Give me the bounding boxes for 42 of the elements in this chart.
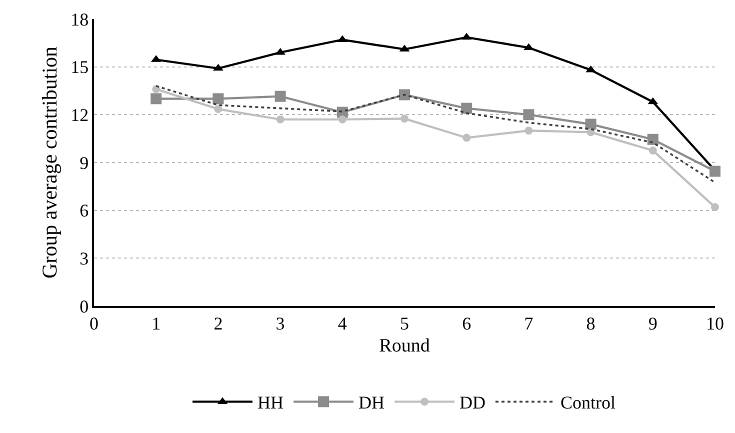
point — [524, 126, 533, 135]
y-tick-label: 3 — [80, 248, 89, 268]
y-tick-label: 6 — [80, 200, 89, 221]
x-tick-label: 1 — [152, 313, 161, 334]
y-tick-label: 15 — [70, 57, 89, 78]
point — [399, 89, 410, 100]
x-tick-label: 3 — [276, 313, 285, 334]
y-tick-label: 18 — [70, 9, 89, 30]
point — [275, 48, 286, 55]
legend-label: DD — [460, 392, 486, 413]
point — [523, 109, 534, 120]
legend-label: DH — [358, 392, 384, 413]
x-tick-label: 5 — [400, 313, 409, 334]
x-tick-label: 4 — [338, 313, 347, 334]
point — [461, 102, 472, 114]
x-tick-label: 2 — [214, 313, 223, 334]
y-axis-title: Group average contribution — [37, 46, 62, 279]
x-tick-label: 8 — [586, 313, 596, 334]
point — [711, 203, 719, 212]
x-tick-label: 7 — [524, 313, 534, 334]
point — [338, 115, 346, 124]
point — [648, 146, 657, 155]
x-tick-label: 6 — [462, 313, 472, 334]
point — [400, 114, 408, 123]
point — [276, 115, 284, 124]
x-axis-title: Round — [379, 336, 430, 357]
y-tick-label: 0 — [80, 296, 89, 316]
legend-label: HH — [258, 392, 284, 413]
point — [212, 93, 224, 104]
x-tick-label: 9 — [648, 313, 658, 334]
point — [462, 134, 471, 142]
point — [214, 105, 222, 114]
legend-label: Control — [560, 392, 616, 413]
point — [213, 64, 224, 71]
point — [710, 166, 720, 177]
point — [647, 134, 658, 145]
point — [585, 118, 596, 130]
point — [150, 93, 162, 104]
y-tick-label: 9 — [80, 152, 89, 173]
y-tick-label: 12 — [70, 104, 89, 125]
point — [274, 90, 286, 102]
x-tick-label: 10 — [706, 313, 724, 334]
